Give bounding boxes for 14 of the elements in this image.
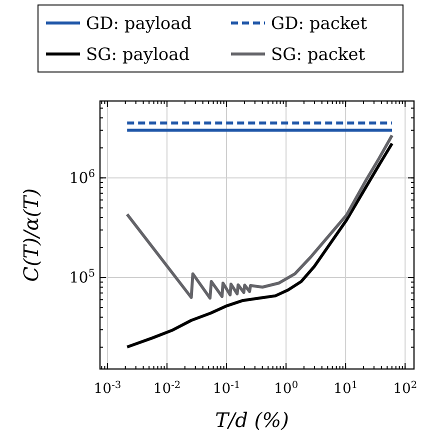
x-tick-label: 10$^{0}$: [274, 380, 298, 397]
x-tick-label: 10$^{1}$: [334, 380, 358, 397]
x-tick-label: 10$^{-3}$: [94, 380, 122, 397]
legend-label: GD: payload: [86, 14, 192, 34]
legend-label: SG: payload: [86, 45, 190, 65]
y-tick-label: 10$^{5}$: [69, 268, 95, 287]
x-tick-label: 10$^{-1}$: [212, 380, 240, 397]
x-tick-label: 10$^{2}$: [393, 380, 418, 397]
y-axis-title: C(T)/α(T): [19, 188, 43, 282]
y-tick-label: 10$^{6}$: [69, 168, 96, 187]
legend-label: GD: packet: [271, 14, 368, 34]
x-axis-title: T/d (%): [215, 408, 289, 432]
legend-label: SG: packet: [271, 45, 366, 65]
x-tick-label: 10$^{-2}$: [153, 380, 181, 397]
